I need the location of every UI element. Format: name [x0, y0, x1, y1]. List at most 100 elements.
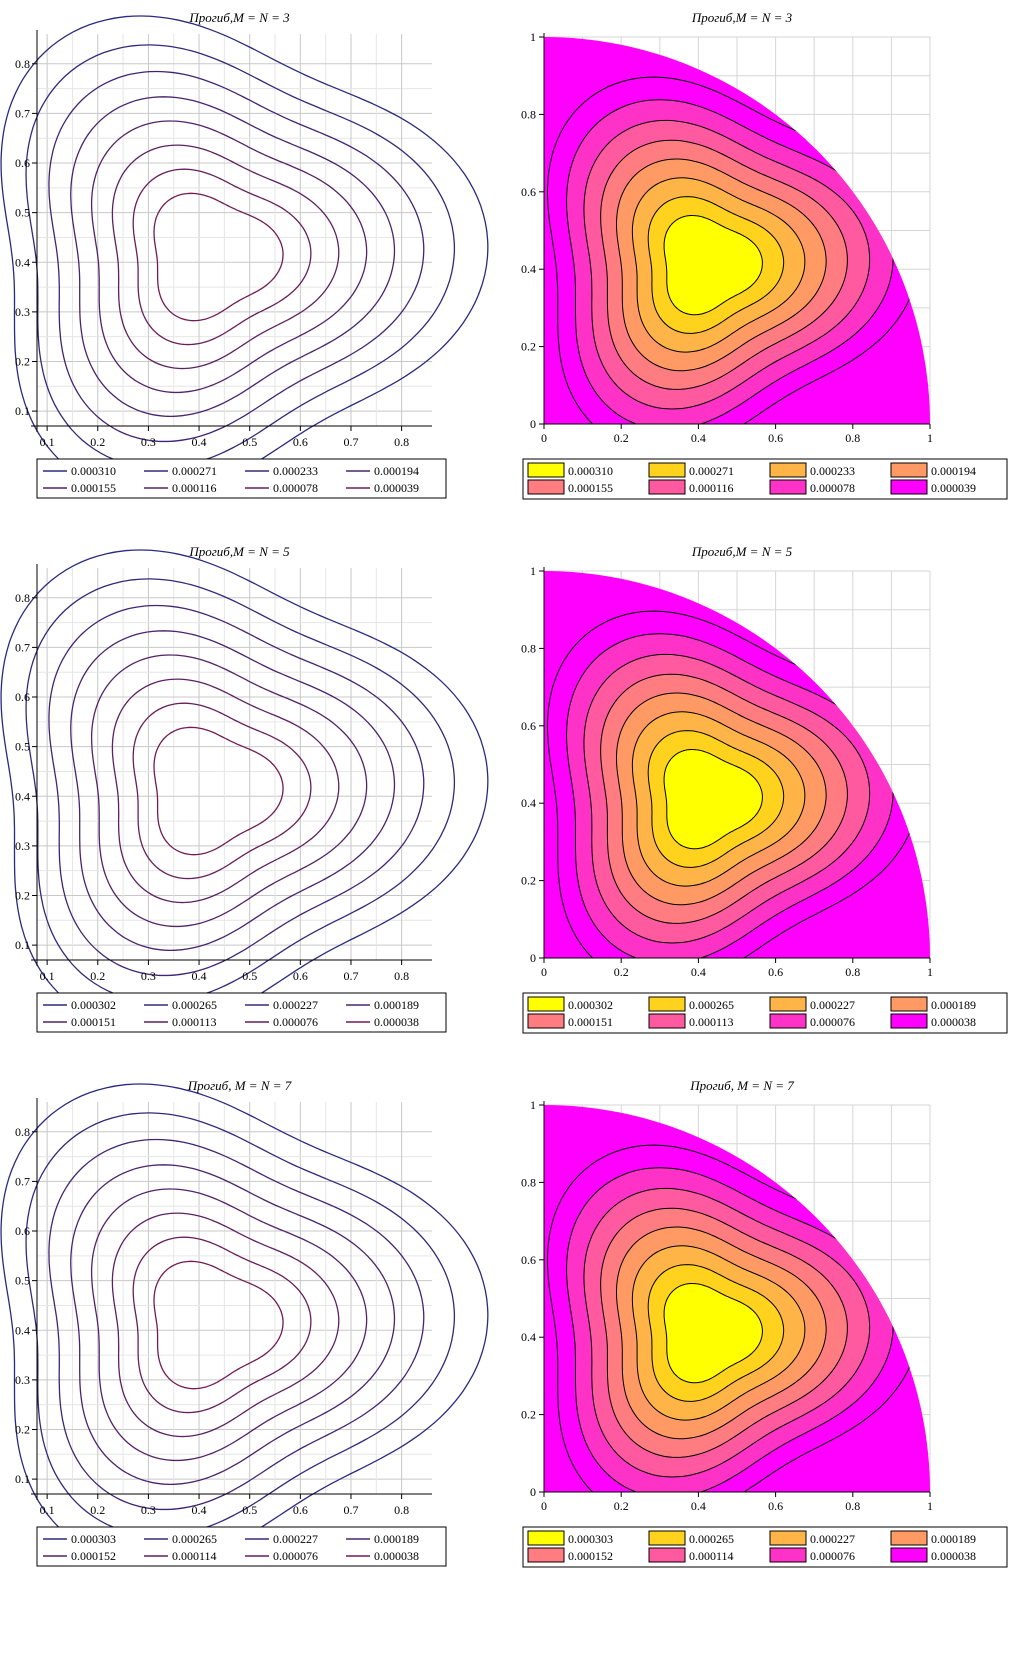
y-tick-label: 0.2 [521, 340, 536, 354]
legend-label: 0.000039 [374, 481, 419, 495]
legend-label: 0.000114 [689, 1549, 734, 1563]
x-tick-label: 0.8 [394, 1503, 409, 1517]
contour-line-0.000227 [48, 604, 425, 977]
x-tick-label: 0.4 [691, 965, 706, 979]
contour-line-0.000039 [153, 192, 284, 322]
legend-label: 0.000151 [71, 1015, 116, 1029]
y-tick-label: 0.5 [15, 1274, 30, 1288]
y-tick-label: 0.4 [521, 262, 536, 276]
plot-title: Прогиб,M = N = 5 [188, 544, 290, 559]
y-tick-label: 0.1 [15, 404, 30, 418]
x-tick-label: 0.6 [768, 1499, 783, 1513]
legend-label: 0.000227 [810, 1532, 855, 1546]
y-tick-label: 0.8 [15, 1125, 30, 1139]
contour-plot-3: Прогиб,M = N = 5 0.1 0.2 0.3 0.4 0.5 0.6 0.7 0.8… [0, 544, 489, 1033]
legend-swatch [648, 996, 686, 1012]
legend-label: 0.000078 [273, 481, 318, 495]
contour-line-0.000151 [90, 654, 368, 928]
legend-swatch [890, 1530, 928, 1546]
legend-label: 0.000189 [931, 998, 976, 1012]
y-tick-label: 0.1 [15, 938, 30, 952]
y-tick-label: 0.6 [15, 1224, 30, 1238]
contour-line-0.000189 [70, 1164, 396, 1485]
x-tick-label: 0.3 [141, 1503, 156, 1517]
y-tick-label: 1 [530, 30, 536, 44]
y-tick-label: 0.2 [15, 888, 30, 902]
x-tick-label: 0.8 [845, 965, 860, 979]
contour-line-0.000152 [90, 1188, 368, 1462]
y-tick-label: 0.8 [521, 107, 536, 121]
plot-title: Прогиб,M = N = 3 [188, 10, 290, 25]
x-tick-label: 0.8 [845, 431, 860, 445]
x-tick-label: 0.2 [614, 965, 629, 979]
y-tick-label: 0.4 [521, 1330, 536, 1344]
y-tick-label: 1 [530, 1098, 536, 1112]
legend-label: 0.000302 [568, 998, 613, 1012]
x-tick-label: 0.7 [343, 435, 358, 449]
legend-swatch [527, 996, 565, 1012]
legend-swatch [890, 1013, 928, 1029]
contour-line-0.000271 [25, 44, 456, 469]
legend-label: 0.000076 [810, 1015, 855, 1029]
y-tick-label: 0.3 [15, 305, 30, 319]
legend-swatch [527, 1013, 565, 1029]
x-tick-label: 0.2 [90, 969, 105, 983]
legend-label: 0.000265 [172, 998, 217, 1012]
y-tick-label: 0.7 [15, 106, 30, 120]
y-tick-label: 0.4 [521, 796, 536, 810]
legend-label: 0.000310 [71, 464, 116, 478]
x-tick-label: 0.6 [768, 431, 783, 445]
filled-contour-plot-6: Прогиб, M = N = 7 0 0.2 0.4 0.6 0.8 1 0 0.2 0.4 0.… [521, 1078, 1008, 1568]
y-tick-label: 0.8 [15, 591, 30, 605]
x-tick-label: 0.4 [691, 431, 706, 445]
legend-label: 0.000227 [273, 998, 318, 1012]
x-tick-label: 0.7 [343, 1503, 358, 1517]
legend-swatch [527, 1547, 565, 1563]
x-tick-label: 1 [927, 1499, 933, 1513]
x-tick-label: 0.3 [141, 969, 156, 983]
legend-box [36, 458, 447, 499]
legend-label: 0.000152 [71, 1549, 116, 1563]
contour-plot-1: Прогиб,M = N = 3 0.1 0.2 0.3 0.4 0.5 0.6 0.7 0.8… [0, 10, 489, 499]
plot-title: Прогиб, M = N = 7 [689, 1078, 794, 1093]
x-tick-label: 0.6 [293, 435, 308, 449]
legend-label: 0.000076 [273, 1015, 318, 1029]
legend-label: 0.000227 [273, 1532, 318, 1546]
x-tick-label: 0.4 [192, 1503, 207, 1517]
x-tick-label: 0.5 [242, 1503, 257, 1517]
legend-swatch [769, 1547, 807, 1563]
contour-line-0.000038 [153, 726, 284, 856]
x-tick-label: 0.7 [343, 969, 358, 983]
y-tick-label: 0 [530, 951, 536, 965]
x-tick-label: 0.5 [242, 969, 257, 983]
contour-plot-5: Прогиб, M = N = 7 0.1 0.2 0.3 0.4 0.5 0.6 0.7 0.… [0, 1078, 489, 1567]
legend-swatch [890, 996, 928, 1012]
x-tick-label: 0 [541, 431, 547, 445]
legend-label: 0.000116 [689, 481, 734, 495]
x-tick-label: 0.1 [40, 435, 55, 449]
y-tick-label: 0.8 [521, 1175, 536, 1189]
contour-line-0.000116 [111, 144, 340, 370]
legend-label: 0.000265 [172, 1532, 217, 1546]
legend-label: 0.000189 [374, 1532, 419, 1546]
legend-label: 0.000038 [931, 1549, 976, 1563]
legend-swatch [769, 479, 807, 495]
legend-swatch [648, 462, 686, 478]
legend-label: 0.000265 [689, 998, 734, 1012]
x-tick-label: 0 [541, 965, 547, 979]
legend-label: 0.000194 [931, 464, 976, 478]
x-tick-label: 0.6 [293, 969, 308, 983]
x-tick-label: 0.5 [242, 435, 257, 449]
x-tick-label: 0.2 [614, 1499, 629, 1513]
legend-swatch [527, 479, 565, 495]
y-tick-label: 0.2 [521, 874, 536, 888]
y-tick-label: 1 [530, 564, 536, 578]
contour-line-0.000189 [70, 630, 396, 951]
legend-swatch [527, 462, 565, 478]
x-tick-label: 1 [927, 431, 933, 445]
contour-line-0.000303 [0, 1083, 489, 1566]
y-tick-label: 0.3 [15, 839, 30, 853]
legend-swatch [527, 1530, 565, 1546]
legend-label: 0.000233 [810, 464, 855, 478]
